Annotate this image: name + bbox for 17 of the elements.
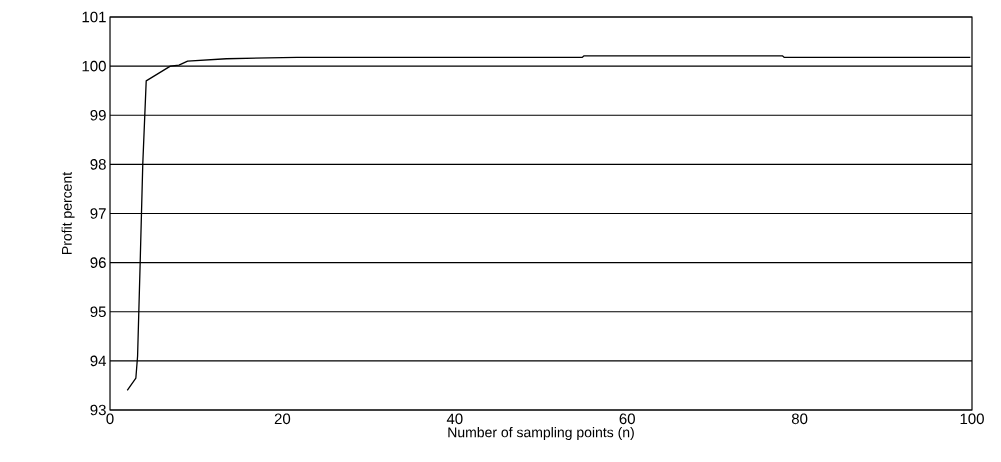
y-tick-label: 94 — [90, 355, 107, 367]
x-tick-label: 60 — [619, 413, 635, 425]
y-axis-title: Profit percent — [61, 171, 75, 254]
x-tick-label: 0 — [106, 413, 114, 425]
x-tick-label: 20 — [274, 413, 291, 425]
y-tick-label: 97 — [90, 208, 106, 219]
y-tick-label: 100 — [82, 60, 106, 72]
y-tick-label: 99 — [90, 109, 106, 121]
y-tick-label: 95 — [90, 306, 106, 318]
y-tick-label: 96 — [90, 257, 106, 268]
x-tick-label: 100 — [960, 413, 984, 425]
y-tick-label: 93 — [90, 404, 106, 416]
y-tick-label: 101 — [82, 11, 106, 23]
y-tick-label: 98 — [90, 159, 106, 170]
x-tick-label: 40 — [446, 413, 463, 425]
x-tick-label: 80 — [791, 413, 808, 425]
x-axis-title: Number of sampling points (n) — [448, 427, 634, 441]
